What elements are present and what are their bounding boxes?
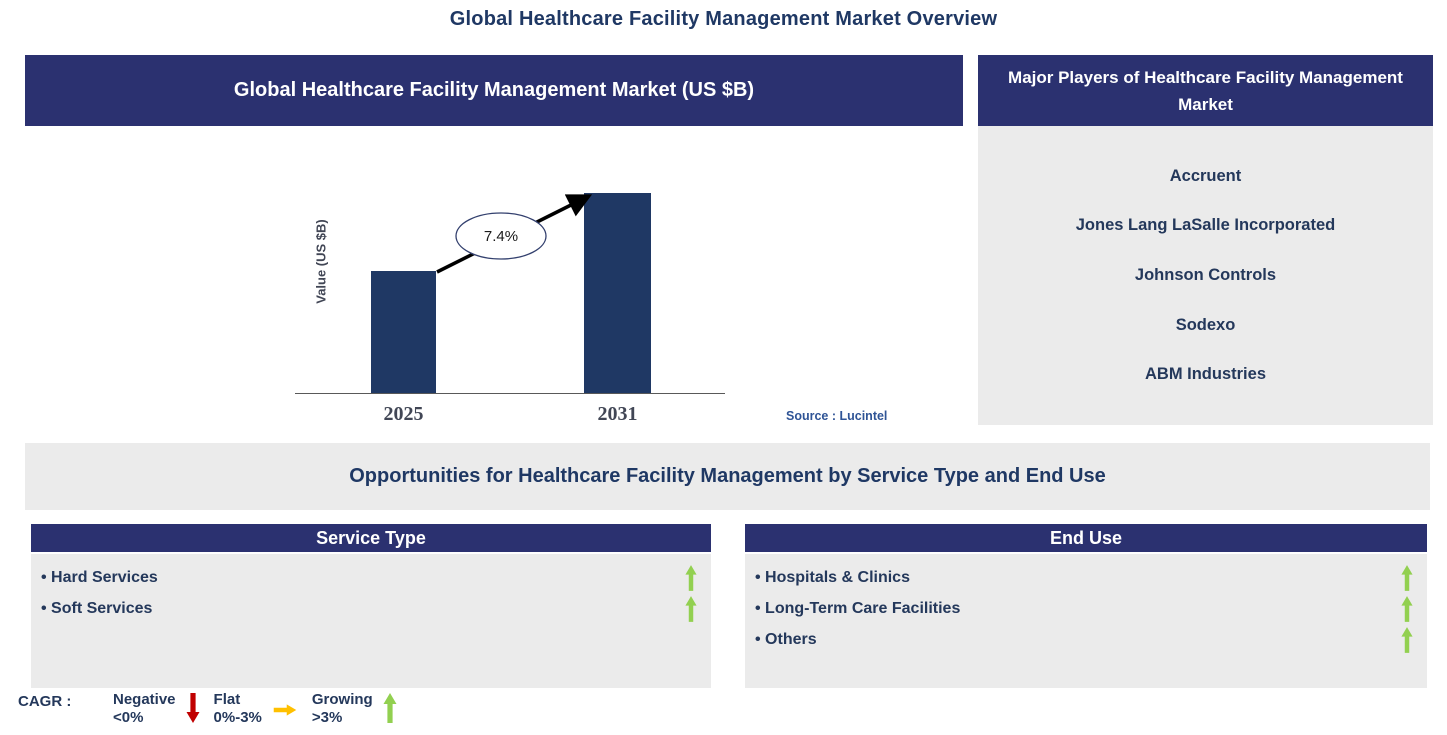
service-type-title: Service Type	[31, 524, 711, 552]
legend-label: Negative	[113, 691, 176, 708]
item-label: Others	[755, 631, 817, 649]
up-arrow-icon	[1401, 595, 1413, 622]
cagr-legend: CAGR : Negative <0% Flat 0%-3% Growing >…	[18, 691, 411, 727]
y-axis-label: Value (US $B)	[313, 219, 329, 304]
player-item: Johnson Controls	[1134, 265, 1277, 284]
player-item: Jones Lang LaSalle Incorporated	[1075, 216, 1336, 235]
cagr-value-label: 7.4%	[483, 227, 519, 245]
player-item: ABM Industries	[1144, 365, 1266, 384]
legend-prefix: CAGR :	[18, 693, 72, 710]
legend-entry-negative: Negative <0%	[113, 691, 214, 727]
list-item: Hospitals & Clinics	[755, 562, 1413, 593]
legend-range: >3%	[311, 709, 343, 726]
market-chart-header: Global Healthcare Facility Management Ma…	[25, 55, 963, 126]
source-credit: Source : Lucintel	[786, 409, 888, 423]
list-item: Long-Term Care Facilities	[755, 593, 1413, 624]
item-label: Hospitals & Clinics	[755, 569, 910, 587]
item-label: Soft Services	[41, 600, 152, 618]
list-item: Others	[755, 624, 1413, 655]
major-players-list: Accruent Jones Lang LaSalle Incorporated…	[978, 126, 1433, 425]
list-item: Soft Services	[41, 593, 697, 624]
legend-entry-flat: Flat 0%-3%	[214, 691, 312, 727]
legend-label: Growing	[311, 691, 373, 708]
market-bar-chart: Value (US $B) 7.4% 2025 2031 Source : Lu…	[25, 126, 963, 443]
x-tick-2031: 2031	[597, 403, 638, 425]
page-title: Global Healthcare Facility Management Ma…	[449, 8, 998, 30]
bar-2025	[371, 271, 436, 394]
opportunities-banner: Opportunities for Healthcare Facility Ma…	[25, 443, 1430, 510]
down-arrow-icon	[186, 693, 200, 723]
end-use-title: End Use	[745, 524, 1427, 552]
legend-entry-growing: Growing >3%	[312, 691, 411, 727]
x-axis-line	[295, 393, 725, 394]
growth-arrow	[436, 194, 593, 274]
player-item: Sodexo	[1175, 315, 1236, 334]
service-type-list: Hard Services Soft Services	[31, 554, 711, 688]
bar-2031	[584, 193, 651, 394]
up-arrow-icon	[1401, 564, 1413, 591]
list-item: Hard Services	[41, 562, 697, 593]
up-arrow-icon	[685, 564, 697, 591]
end-use-panel: End Use Hospitals & Clinics Long-Term Ca…	[745, 524, 1427, 688]
x-tick-2025: 2025	[383, 403, 424, 425]
legend-range: <0%	[113, 709, 144, 726]
item-label: Hard Services	[41, 569, 158, 587]
major-players-panel: Major Players of Healthcare Facility Man…	[978, 55, 1433, 425]
item-label: Long-Term Care Facilities	[755, 600, 960, 618]
right-arrow-icon	[273, 704, 297, 716]
end-use-list: Hospitals & Clinics Long-Term Care Facil…	[745, 554, 1427, 688]
player-item: Accruent	[1169, 166, 1242, 185]
legend-label: Flat	[213, 691, 241, 708]
legend-range: 0%-3%	[213, 709, 262, 726]
up-arrow-icon	[685, 595, 697, 622]
major-players-title: Major Players of Healthcare Facility Man…	[978, 55, 1433, 126]
up-arrow-icon	[383, 693, 397, 723]
service-type-panel: Service Type Hard Services Soft Services	[31, 524, 711, 688]
up-arrow-icon	[1401, 626, 1413, 653]
